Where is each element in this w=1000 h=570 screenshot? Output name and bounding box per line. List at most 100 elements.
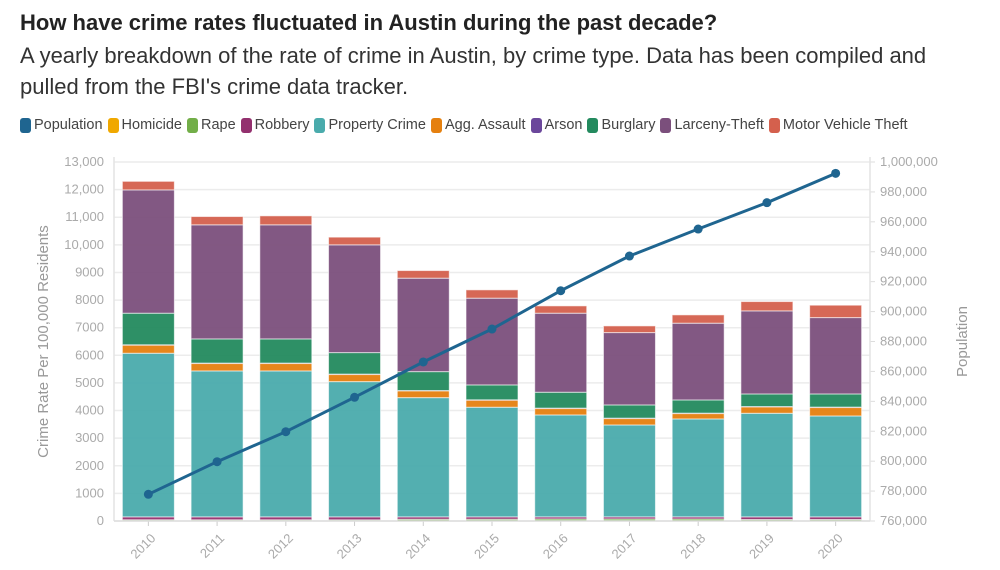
legend-item[interactable]: Larceny-Theft: [660, 117, 764, 133]
x-tick-label: 2013: [334, 531, 365, 562]
x-tick-label: 2020: [815, 531, 846, 562]
population-point: [212, 457, 222, 467]
bar-segment-burglary: [671, 399, 725, 414]
bar-segment-property-crime: [121, 352, 175, 518]
population-point: [281, 427, 291, 437]
legend-label: Burglary: [601, 117, 656, 133]
bar-segment-burglary: [259, 338, 313, 364]
legend-label: Rape: [200, 117, 236, 133]
y2-tick-label: 920,000: [880, 274, 927, 289]
y-axis-title: Crime Rate Per 100,000 Residents: [35, 225, 52, 458]
bar-segment-agg-assault: [809, 406, 863, 417]
legend-swatch: [530, 117, 542, 133]
bar-segment-agg-assault: [328, 373, 382, 383]
y-tick-label: 13,000: [64, 154, 104, 169]
bar-segment-motor-vehicle-theft: [465, 289, 519, 299]
legend-swatch: [20, 117, 31, 133]
bar-segment-motor-vehicle-theft: [259, 215, 313, 226]
bar-segment-agg-assault: [259, 362, 313, 372]
legend-swatch: [107, 117, 119, 133]
y2-tick-label: 840,000: [880, 393, 927, 408]
legend-label: Larceny-Theft: [674, 117, 764, 133]
legend: Population Homicide Rape Robbery Property Cr…: [20, 117, 908, 133]
y-tick-label: 12,000: [64, 182, 104, 197]
bar-segment-burglary: [465, 384, 519, 401]
bar-segment-larceny-theft: [465, 297, 519, 386]
legend-item[interactable]: Robbery: [240, 117, 310, 133]
bar-segment-motor-vehicle-theft: [121, 180, 175, 191]
population-point: [624, 251, 634, 261]
bar-segment-property-crime: [396, 397, 450, 518]
bar-segment-agg-assault: [121, 344, 175, 354]
y2-tick-label: 800,000: [880, 453, 927, 468]
legend-item[interactable]: Arson: [530, 117, 583, 133]
legend-label: Property Crime: [328, 117, 426, 133]
legend-swatch: [587, 117, 599, 133]
bar-segment-burglary: [121, 312, 175, 346]
bar-segment-larceny-theft: [328, 244, 382, 354]
x-tick-label: 2017: [609, 531, 640, 562]
bar-segment-larceny-theft: [259, 224, 313, 340]
population-point: [487, 324, 497, 334]
bar-segment-motor-vehicle-theft: [534, 305, 588, 314]
y-tick-label: 5000: [75, 375, 104, 390]
bar-segment-larceny-theft: [740, 310, 794, 395]
bar-segment-larceny-theft: [534, 312, 588, 393]
legend-item[interactable]: Property Crime: [314, 117, 426, 133]
x-tick-label: 2016: [540, 531, 571, 562]
bar-segment-property-crime: [328, 381, 382, 518]
y2-tick-label: 820,000: [880, 423, 927, 438]
bar-segment-motor-vehicle-theft: [190, 216, 244, 226]
legend-swatch: [768, 117, 780, 133]
y-tick-label: 8000: [75, 292, 104, 307]
y2-tick-label: 860,000: [880, 363, 927, 378]
bar-segment-agg-assault: [740, 406, 794, 414]
legend-item[interactable]: Agg. Assault: [430, 117, 526, 133]
bar-segment-motor-vehicle-theft: [602, 325, 656, 334]
bar-segment-motor-vehicle-theft: [396, 270, 450, 279]
bar-segment-motor-vehicle-theft: [328, 236, 382, 246]
legend-item[interactable]: Rape: [186, 117, 236, 133]
bar-segment-property-crime: [671, 418, 725, 518]
bar-segment-property-crime: [534, 414, 588, 518]
x-tick-label: 2015: [471, 531, 502, 562]
population-point: [418, 357, 428, 367]
x-tick-label: 2012: [265, 531, 296, 562]
legend-item[interactable]: Population: [20, 117, 103, 133]
legend-swatch: [430, 117, 442, 133]
bar-segment-burglary: [190, 338, 244, 364]
legend-item[interactable]: Homicide: [107, 117, 182, 133]
bar-segment-burglary: [396, 371, 450, 391]
y-tick-label: 0: [97, 513, 104, 528]
bar-segment-agg-assault: [190, 362, 244, 372]
bar-segment-property-crime: [809, 415, 863, 518]
bar-segment-larceny-theft: [671, 322, 725, 401]
y-tick-label: 3000: [75, 430, 104, 445]
legend-swatch: [660, 117, 672, 133]
x-tick-label: 2014: [402, 531, 433, 562]
bar-segment-property-crime: [190, 370, 244, 518]
legend-label: Robbery: [254, 117, 310, 133]
y2-axis-title: Population: [954, 306, 971, 377]
y2-tick-label: 880,000: [880, 334, 927, 349]
bar-segment-agg-assault: [602, 417, 656, 426]
y-tick-label: 7000: [75, 320, 104, 335]
legend-label: Arson: [544, 117, 583, 133]
population-point: [693, 224, 703, 234]
bar-segment-agg-assault: [534, 407, 588, 416]
legend-label: Homicide: [121, 117, 182, 133]
population-point: [762, 198, 772, 208]
legend-item[interactable]: Motor Vehicle Theft: [768, 117, 908, 133]
bar-segment-larceny-theft: [121, 189, 175, 314]
population-point: [831, 168, 841, 178]
x-tick-label: 2018: [677, 531, 708, 562]
y-tick-label: 4000: [75, 403, 104, 418]
x-tick-label: 2019: [746, 531, 777, 562]
y-tick-label: 1000: [75, 485, 104, 500]
legend-item[interactable]: Burglary: [587, 117, 655, 133]
population-point: [143, 489, 153, 499]
y2-tick-label: 900,000: [880, 304, 927, 319]
y-tick-label: 2000: [75, 458, 104, 473]
population-point: [350, 392, 360, 402]
bar-segment-burglary: [740, 393, 794, 408]
